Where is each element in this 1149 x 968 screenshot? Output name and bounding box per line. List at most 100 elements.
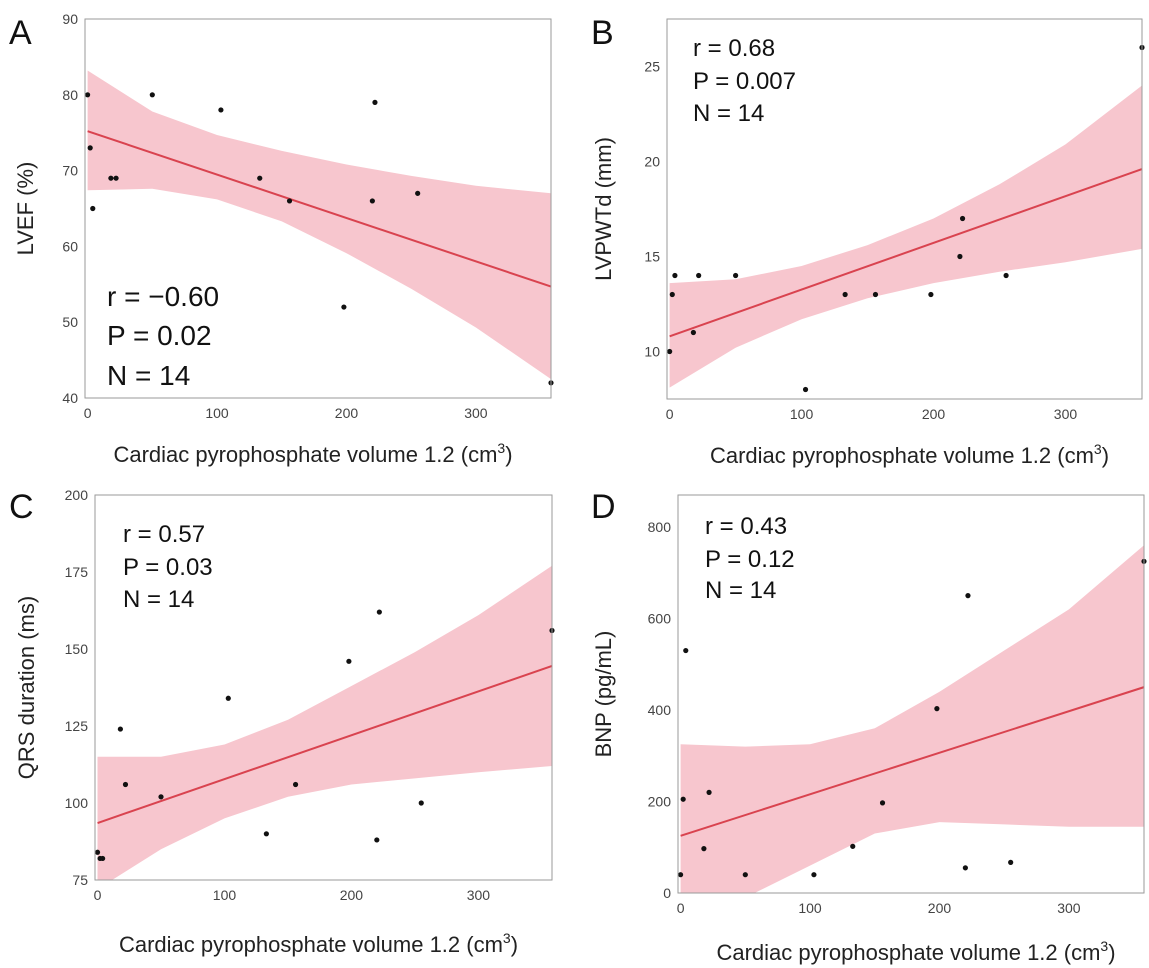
y-tick-label: 40 [62, 390, 78, 406]
y-axis-label: BNP (pg/mL) [591, 631, 616, 758]
stat-annotation: N = 14 [705, 577, 776, 604]
data-point [733, 272, 739, 279]
data-point [1003, 272, 1009, 279]
y-tick-label: 100 [65, 795, 89, 811]
data-point [928, 291, 934, 298]
data-point [341, 304, 347, 310]
plot-frame [84, 18, 552, 399]
y-tick-label: 70 [62, 163, 78, 179]
regression-line [97, 664, 552, 824]
data-point [374, 837, 380, 843]
data-point [263, 831, 269, 837]
stat-annotation: r = 0.57 [123, 521, 205, 548]
data-point [369, 198, 375, 204]
x-axis-label: Cardiac pyrophosphate volume 1.2 (cm3) [710, 441, 1109, 468]
x-tick-label: 300 [467, 887, 491, 903]
x-tick-label: 200 [340, 887, 364, 903]
y-tick-label: 15 [644, 249, 660, 265]
data-point [84, 92, 91, 98]
data-point [117, 726, 123, 732]
panel-c: 0 100 200 300 75 100 125 150 175 200 Cardiac pyrop… [9, 487, 555, 957]
data-point [802, 386, 809, 393]
panel-letter: D [591, 488, 616, 526]
data-point [669, 291, 675, 298]
x-tick-label: 0 [94, 887, 102, 903]
data-point [108, 175, 114, 181]
y-tick-label: 90 [62, 11, 78, 27]
y-tick-label: 125 [65, 718, 89, 734]
confidence-band [97, 565, 552, 880]
y-tick-label: 175 [65, 564, 89, 580]
x-tick-label: 100 [790, 406, 814, 422]
data-point [965, 593, 971, 599]
regression-line [87, 130, 551, 288]
data-point [706, 789, 712, 795]
data-point [672, 272, 678, 279]
data-point [842, 291, 848, 298]
panel-letter: B [591, 14, 614, 52]
data-point [418, 800, 424, 806]
x-tick-label: 0 [677, 900, 685, 916]
data-point [225, 695, 231, 701]
data-point [742, 872, 748, 878]
data-point [683, 647, 689, 654]
y-tick-label: 0 [663, 885, 671, 901]
y-tick-label: 10 [644, 344, 660, 360]
y-tick-label: 400 [648, 702, 672, 718]
x-axis-label: Cardiac pyrophosphate volume 1.2 (cm3) [119, 930, 518, 957]
data-point [87, 145, 93, 151]
x-tick-label: 300 [464, 405, 488, 421]
x-tick-label: 200 [928, 900, 952, 916]
x-tick-label: 100 [213, 887, 237, 903]
data-point [957, 253, 963, 260]
data-point [372, 99, 378, 105]
data-point [934, 706, 940, 712]
data-point [872, 291, 879, 298]
y-tick-label: 20 [644, 154, 660, 170]
x-tick-label: 0 [84, 405, 92, 421]
x-tick-label: 100 [798, 900, 822, 916]
stat-annotation: P = 0.007 [693, 68, 796, 95]
plot-frame [94, 494, 553, 881]
y-axis-label: LVEF (%) [13, 162, 38, 256]
stat-annotation: r = −0.60 [107, 281, 219, 312]
y-tick-label: 200 [65, 487, 89, 503]
y-tick-label: 25 [644, 59, 660, 75]
panel-letter: A [9, 14, 32, 52]
stat-annotation: P = 0.03 [123, 554, 213, 581]
x-axis-label: Cardiac pyrophosphate volume 1.2 (cm3) [113, 440, 512, 467]
y-tick-label: 800 [648, 519, 672, 535]
data-point [346, 658, 352, 664]
data-point [1008, 859, 1014, 865]
data-point [90, 205, 96, 212]
stat-annotation: r = 0.68 [693, 35, 775, 62]
data-point [962, 865, 968, 871]
data-point [158, 794, 164, 800]
data-point [122, 781, 129, 788]
data-point [113, 175, 119, 181]
data-point [680, 796, 686, 802]
stat-annotation: N = 14 [693, 100, 764, 127]
data-point [667, 348, 673, 355]
y-tick-label: 150 [65, 641, 89, 657]
x-tick-label: 0 [666, 406, 674, 422]
data-point [696, 272, 702, 279]
y-tick-label: 60 [62, 238, 78, 254]
y-tick-label: 600 [648, 611, 672, 627]
confidence-band [669, 85, 1142, 388]
data-point [850, 843, 856, 849]
y-tick-label: 75 [72, 872, 88, 888]
panel-b: 0 100 200 300 10 15 20 25 Cardiac pyrophosphate … [591, 14, 1145, 468]
x-tick-label: 100 [205, 405, 229, 421]
y-axis-label: QRS duration (ms) [14, 596, 39, 779]
data-point [218, 107, 224, 113]
x-tick-label: 300 [1054, 406, 1078, 422]
data-point [811, 872, 817, 878]
data-point [677, 872, 684, 878]
y-axis-label: LVPWTd (mm) [591, 137, 616, 281]
x-tick-label: 200 [922, 406, 946, 422]
confidence-band [87, 70, 551, 380]
x-tick-label: 200 [335, 405, 359, 421]
regression-line [669, 168, 1142, 338]
